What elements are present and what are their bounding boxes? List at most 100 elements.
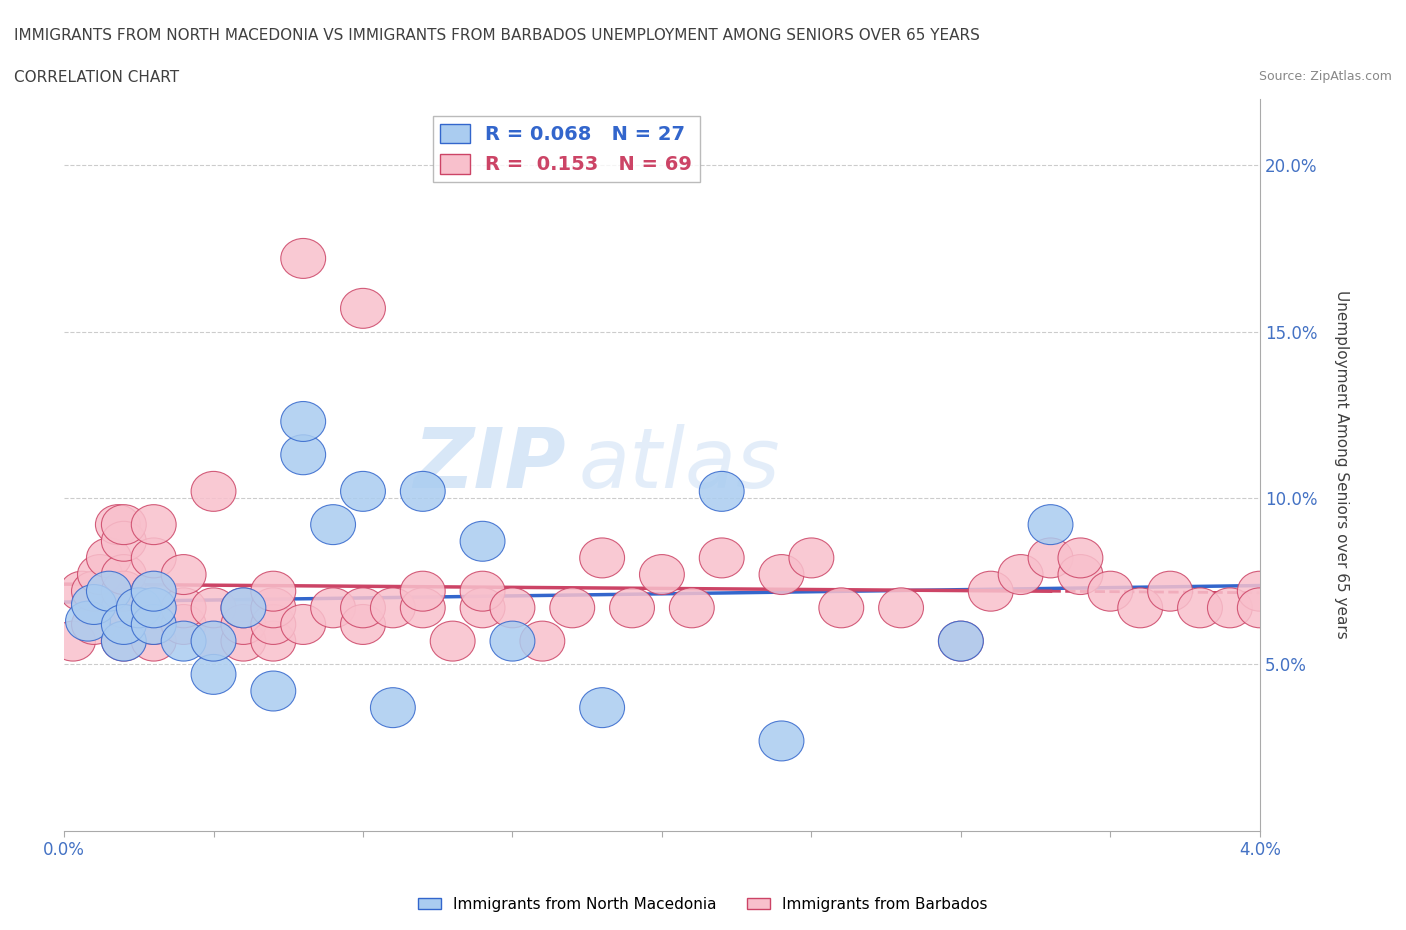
- Ellipse shape: [1237, 571, 1282, 611]
- Ellipse shape: [101, 554, 146, 594]
- Ellipse shape: [101, 621, 146, 661]
- Ellipse shape: [221, 588, 266, 628]
- Ellipse shape: [1028, 505, 1073, 545]
- Text: Source: ZipAtlas.com: Source: ZipAtlas.com: [1258, 70, 1392, 83]
- Ellipse shape: [191, 621, 236, 661]
- Ellipse shape: [221, 604, 266, 644]
- Ellipse shape: [101, 505, 146, 545]
- Ellipse shape: [311, 588, 356, 628]
- Ellipse shape: [66, 601, 111, 641]
- Ellipse shape: [610, 588, 654, 628]
- Ellipse shape: [96, 505, 141, 545]
- Ellipse shape: [789, 538, 834, 578]
- Ellipse shape: [281, 604, 326, 644]
- Ellipse shape: [281, 402, 326, 442]
- Ellipse shape: [550, 588, 595, 628]
- Ellipse shape: [579, 538, 624, 578]
- Ellipse shape: [1208, 588, 1253, 628]
- Ellipse shape: [699, 472, 744, 512]
- Ellipse shape: [191, 655, 236, 695]
- Text: IMMIGRANTS FROM NORTH MACEDONIA VS IMMIGRANTS FROM BARBADOS UNEMPLOYMENT AMONG S: IMMIGRANTS FROM NORTH MACEDONIA VS IMMIG…: [14, 28, 980, 43]
- Ellipse shape: [250, 604, 295, 644]
- Ellipse shape: [72, 604, 117, 644]
- Ellipse shape: [491, 621, 534, 661]
- Ellipse shape: [191, 588, 236, 628]
- Ellipse shape: [818, 588, 863, 628]
- Ellipse shape: [101, 522, 146, 561]
- Ellipse shape: [162, 554, 207, 594]
- Ellipse shape: [460, 588, 505, 628]
- Ellipse shape: [1057, 538, 1102, 578]
- Ellipse shape: [87, 538, 131, 578]
- Ellipse shape: [162, 621, 207, 661]
- Ellipse shape: [51, 621, 96, 661]
- Ellipse shape: [938, 621, 983, 661]
- Ellipse shape: [101, 588, 146, 628]
- Ellipse shape: [1237, 588, 1282, 628]
- Y-axis label: Unemployment Among Seniors over 65 years: Unemployment Among Seniors over 65 years: [1334, 290, 1348, 639]
- Ellipse shape: [460, 522, 505, 561]
- Ellipse shape: [460, 571, 505, 611]
- Ellipse shape: [250, 621, 295, 661]
- Ellipse shape: [131, 604, 176, 644]
- Text: ZIP: ZIP: [413, 424, 567, 505]
- Ellipse shape: [1147, 571, 1192, 611]
- Ellipse shape: [162, 604, 207, 644]
- Ellipse shape: [1028, 538, 1073, 578]
- Text: CORRELATION CHART: CORRELATION CHART: [14, 70, 179, 85]
- Ellipse shape: [131, 571, 176, 611]
- Ellipse shape: [699, 538, 744, 578]
- Ellipse shape: [340, 588, 385, 628]
- Ellipse shape: [131, 538, 176, 578]
- Ellipse shape: [370, 687, 415, 727]
- Ellipse shape: [1088, 571, 1133, 611]
- Ellipse shape: [401, 588, 446, 628]
- Ellipse shape: [340, 604, 385, 644]
- Ellipse shape: [938, 621, 983, 661]
- Ellipse shape: [1178, 588, 1222, 628]
- Ellipse shape: [191, 472, 236, 512]
- Ellipse shape: [250, 571, 295, 611]
- Ellipse shape: [162, 588, 207, 628]
- Text: atlas: atlas: [578, 424, 780, 505]
- Ellipse shape: [430, 621, 475, 661]
- Legend: Immigrants from North Macedonia, Immigrants from Barbados: Immigrants from North Macedonia, Immigra…: [412, 891, 994, 918]
- Ellipse shape: [131, 588, 176, 628]
- Ellipse shape: [640, 554, 685, 594]
- Ellipse shape: [669, 588, 714, 628]
- Ellipse shape: [998, 554, 1043, 594]
- Ellipse shape: [87, 571, 131, 611]
- Ellipse shape: [401, 472, 446, 512]
- Ellipse shape: [579, 687, 624, 727]
- Ellipse shape: [879, 588, 924, 628]
- Ellipse shape: [401, 571, 446, 611]
- Ellipse shape: [101, 604, 146, 644]
- Ellipse shape: [101, 571, 146, 611]
- Legend: R = 0.068   N = 27, R =  0.153   N = 69: R = 0.068 N = 27, R = 0.153 N = 69: [433, 115, 700, 182]
- Ellipse shape: [969, 571, 1014, 611]
- Ellipse shape: [72, 571, 117, 611]
- Ellipse shape: [370, 588, 415, 628]
- Ellipse shape: [491, 588, 534, 628]
- Ellipse shape: [131, 571, 176, 611]
- Ellipse shape: [191, 621, 236, 661]
- Ellipse shape: [759, 721, 804, 761]
- Ellipse shape: [281, 238, 326, 278]
- Ellipse shape: [117, 588, 162, 628]
- Ellipse shape: [101, 621, 146, 661]
- Ellipse shape: [131, 505, 176, 545]
- Ellipse shape: [281, 435, 326, 474]
- Ellipse shape: [131, 588, 176, 628]
- Ellipse shape: [77, 554, 122, 594]
- Ellipse shape: [131, 604, 176, 644]
- Ellipse shape: [221, 621, 266, 661]
- Ellipse shape: [311, 505, 356, 545]
- Ellipse shape: [72, 585, 117, 624]
- Ellipse shape: [250, 671, 295, 711]
- Ellipse shape: [520, 621, 565, 661]
- Ellipse shape: [759, 554, 804, 594]
- Ellipse shape: [59, 571, 104, 611]
- Ellipse shape: [131, 621, 176, 661]
- Ellipse shape: [1118, 588, 1163, 628]
- Ellipse shape: [340, 472, 385, 512]
